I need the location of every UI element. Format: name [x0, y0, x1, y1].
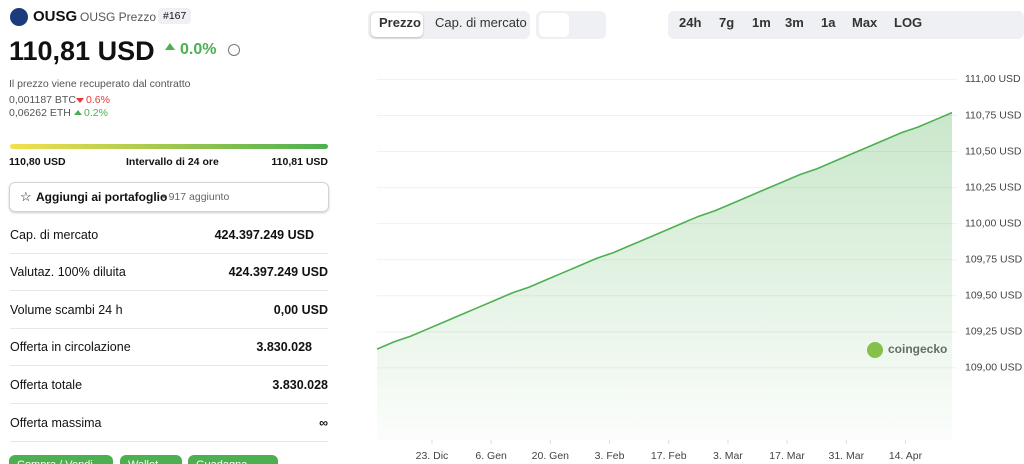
stat-label: Offerta massima [10, 416, 102, 430]
up-arrow [74, 110, 82, 115]
range-tab[interactable]: LOG [894, 15, 923, 30]
info-icon [228, 44, 240, 56]
stat-value: ∞ [319, 416, 328, 430]
buy-button[interactable]: Compra / Vendi [9, 455, 113, 464]
portfolio-button[interactable]: ☆ Aggiungi ai portafoglio • 917 aggiunto [9, 182, 329, 212]
up-arrow [165, 43, 175, 50]
stat-label: Offerta totale [10, 378, 83, 392]
x-tick-label: 23. Dic [416, 450, 449, 462]
range-low: 110,80 USD [9, 156, 66, 168]
price-area [377, 112, 952, 440]
x-tick-label: 3. Feb [595, 450, 625, 462]
x-tick-label: 20. Gen [532, 450, 570, 462]
x-tick-label: 17. Feb [651, 450, 687, 462]
stat-value: 0,00 USD [273, 303, 328, 317]
rank: #167 [158, 8, 192, 24]
stat-row: Cap. di mercato 424.397.249 USD [10, 216, 328, 254]
stat-row: Volume scambi 24 h 0,00 USD [10, 291, 328, 329]
range-tab[interactable]: Max [852, 15, 878, 30]
earn-button[interactable]: Guadagna [188, 455, 278, 464]
y-tick-label: 109,50 USD [965, 290, 1023, 302]
range-bar [10, 144, 328, 149]
eth-price: 0,06262 ETH [9, 107, 71, 119]
stat-row: Offerta massima ∞ [10, 404, 328, 442]
stat-label: Offerta in circolazione [10, 340, 131, 354]
y-tick-label: 109,25 USD [965, 326, 1023, 338]
y-tick-label: 110,75 USD [965, 109, 1022, 121]
y-tick-label: 111,00 USD [965, 73, 1021, 85]
btc-change: 0.6% [86, 94, 110, 106]
price-line [376, 111, 953, 350]
price: 110,81 USD [9, 36, 155, 66]
x-tick-label: 6. Gen [475, 450, 507, 462]
y-tick-label: 109,75 USD [965, 253, 1023, 265]
down-arrow [76, 98, 84, 103]
range-group [668, 11, 1024, 39]
x-tick-label: 17. Mar [769, 450, 805, 462]
note: Il prezzo viene recuperato dal contratto [9, 78, 191, 90]
stat-value: 424.397.249 USD [214, 228, 314, 242]
stat-value: 424.397.249 USD [228, 265, 328, 279]
y-tick-label: 110,25 USD [965, 181, 1022, 193]
wallet-button[interactable]: Wallet [120, 455, 182, 464]
stat-value: 3.830.028 [272, 378, 328, 392]
coin-name: OUSG Prezzo [80, 10, 157, 24]
y-tick-label: 110,50 USD [965, 145, 1022, 157]
price-change: 0.0% [180, 41, 217, 58]
x-tick-label: 14. Apr [889, 450, 923, 462]
range-high: 110,81 USD [271, 156, 328, 168]
y-tick-label: 110,00 USD [965, 217, 1022, 229]
range-label: Intervallo di 24 ore [126, 156, 219, 168]
range-tab[interactable]: 7g [719, 15, 735, 30]
stat-label: Volume scambi 24 h [10, 303, 123, 317]
eth-change: 0.2% [84, 107, 108, 119]
symbol: OUSG [33, 8, 78, 25]
stat-row: Valutaz. 100% diluita 424.397.249 USD [10, 253, 328, 291]
coin-icon [10, 8, 28, 26]
portfolio-label: Aggiungi ai portafoglio [36, 190, 168, 204]
range-tab[interactable]: 3m [785, 15, 804, 30]
stat-row: Offerta in circolazione 3.830.028 [10, 328, 328, 366]
portfolio-count: • 917 aggiunto [162, 191, 230, 203]
x-tick-label: 31. Mar [828, 450, 864, 462]
stat-label: Valutaz. 100% diluita [10, 265, 126, 279]
stat-row: Offerta totale 3.830.028 [10, 366, 328, 404]
range-tab[interactable]: 1a [821, 15, 836, 30]
x-tick-label: 3. Mar [713, 450, 743, 462]
tab[interactable]: Cap. di mercato [435, 15, 527, 30]
range-tab[interactable]: 24h [679, 15, 702, 30]
chart: 14. Apr 31. Mar 17. Mar 3. Mar 17. Feb 3. Feb… [376, 73, 1023, 462]
stat-label: Cap. di mercato [10, 228, 99, 242]
stat-value: 3.830.028 [256, 340, 312, 354]
y-tick-label: 109,00 USD [965, 362, 1023, 374]
active-tab-bg [371, 13, 423, 37]
range-tab[interactable]: 1m [752, 15, 771, 30]
btc-price: 0,001187 BTC [9, 94, 76, 106]
tab[interactable]: Prezzo [379, 15, 421, 30]
line-type[interactable] [539, 13, 569, 37]
